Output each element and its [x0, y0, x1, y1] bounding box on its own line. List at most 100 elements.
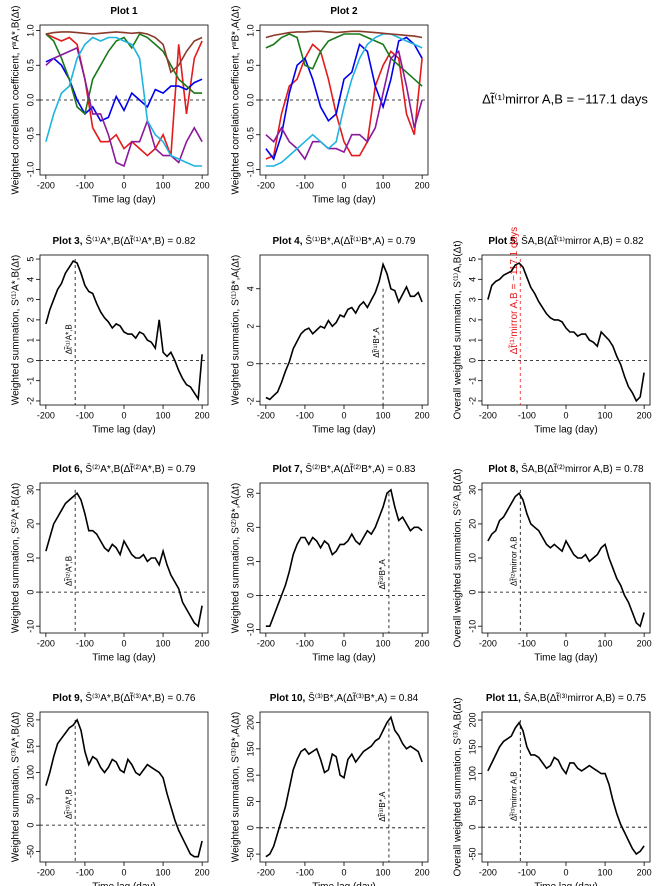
chart-title: Plot 5, S̄A,B(Δt̃⁽¹⁾mirror A,B) = 0.82 — [488, 234, 644, 247]
series-line — [45, 36, 203, 167]
plot-frame — [259, 482, 429, 634]
x-tick-label: -100 — [518, 410, 536, 420]
reference-label: Δt̃⁽¹⁾A*,B — [64, 324, 73, 354]
side-note: Δt̃⁽¹⁾mirror A,B = −117.1 days — [482, 91, 648, 106]
y-tick-label: -0.5 — [25, 127, 35, 143]
y-axis-label: Weighted summation, S⁽¹⁾B*,A(Δt) — [231, 255, 242, 405]
y-tick-label: 4 — [467, 277, 477, 282]
y-tick-label: 2 — [25, 317, 35, 322]
y-tick-label: 20 — [467, 519, 477, 529]
chart-title: Plot 11, S̄A,B(Δt̃⁽³⁾mirror A,B) = 0.75 — [486, 691, 647, 704]
x-tick-label: -200 — [479, 638, 497, 648]
x-tick-label: 0 — [121, 867, 126, 877]
series-line — [45, 33, 203, 157]
series-line — [45, 32, 203, 116]
series-line — [45, 718, 203, 858]
plot-frame — [481, 482, 651, 634]
x-tick-label: 0 — [341, 867, 346, 877]
x-axis-label: Time lag (day) — [312, 653, 376, 664]
x-axis-label: Time lag (day) — [312, 195, 376, 206]
x-tick-label: -200 — [479, 867, 497, 877]
y-tick-label: -1 — [467, 377, 477, 385]
y-tick-label: 50 — [245, 796, 255, 806]
y-tick-label: 50 — [25, 794, 35, 804]
y-axis-label: Overall weighted summation, S⁽¹⁾A,B(Δt) — [453, 241, 464, 420]
y-tick-label: 30 — [467, 485, 477, 495]
title-label: Plot 5, — [488, 236, 518, 247]
series-line — [487, 262, 645, 403]
x-tick-label: -100 — [296, 867, 314, 877]
y-tick-label: 10 — [25, 553, 35, 563]
title-formula: S̄⁽²⁾B*,A(Δt̃⁽²⁾B*,A) = 0.83 — [305, 462, 416, 475]
y-tick-label: -50 — [467, 847, 477, 860]
x-tick-label: 200 — [637, 867, 652, 877]
title-label: Plot 3, — [53, 236, 83, 247]
x-tick-label: 200 — [415, 410, 430, 420]
y-axis-label: Weighted summation, S⁽³⁾A*,B(Δt) — [11, 712, 22, 862]
series-line — [265, 30, 423, 39]
x-tick-label: 100 — [156, 410, 171, 420]
x-tick-label: 200 — [415, 180, 430, 190]
y-tick-label: 0.5 — [25, 59, 35, 72]
y-tick-label: 0 — [25, 358, 35, 363]
y-tick-label: 50 — [467, 795, 477, 805]
y-axis-label: Weighted summation, S⁽²⁾B*,A(Δt) — [231, 483, 242, 633]
y-tick-label: 0 — [245, 825, 255, 830]
series-line — [45, 57, 203, 122]
y-tick-label: 200 — [25, 712, 35, 727]
chart-title: Plot 6, S̄⁽²⁾A*,B(Δt̃⁽²⁾A*,B) = 0.79 — [53, 462, 196, 475]
x-tick-label: -100 — [296, 180, 314, 190]
x-tick-label: -100 — [76, 638, 94, 648]
x-tick-label: 0 — [563, 638, 568, 648]
x-tick-label: 0 — [341, 180, 346, 190]
x-axis-label: Time lag (day) — [92, 425, 156, 436]
x-tick-label: 0 — [341, 638, 346, 648]
y-tick-label: -10 — [467, 620, 477, 633]
y-tick-label: -2 — [25, 397, 35, 405]
series-line — [265, 33, 423, 167]
y-tick-label: 0 — [245, 361, 255, 366]
y-tick-label: 0 — [25, 823, 35, 828]
x-tick-label: -200 — [257, 180, 275, 190]
series-line — [45, 491, 203, 628]
y-tick-label: 1.0 — [245, 24, 255, 37]
chart-title: Plot 9, S̄⁽³⁾A*,B(Δt̃⁽³⁾A*,B) = 0.76 — [53, 691, 196, 704]
y-tick-label: -1 — [25, 377, 35, 385]
y-tick-label: -2 — [245, 397, 255, 405]
y-tick-label: 4 — [25, 277, 35, 282]
title-formula: S̄⁽³⁾B*,A(Δt̃⁽³⁾B*,A) = 0.84 — [308, 691, 419, 704]
series-line — [265, 33, 423, 87]
chart-title: Plot 3, S̄⁽¹⁾A*,B(Δt̃⁽¹⁾A*,B) = 0.82 — [53, 234, 196, 247]
x-axis-label: Time lag (day) — [92, 882, 156, 886]
title-formula: S̄⁽¹⁾A*,B(Δt̃⁽¹⁾A*,B) = 0.82 — [85, 234, 196, 247]
series-line — [45, 260, 203, 402]
chart-title: Plot 10, S̄⁽³⁾B*,A(Δt̃⁽³⁾B*,A) = 0.84 — [270, 691, 419, 704]
y-tick-label: 200 — [245, 715, 255, 730]
y-tick-label: 0.0 — [245, 94, 255, 107]
y-tick-label: 100 — [467, 766, 477, 781]
title-formula: S̄A,B(Δt̃⁽²⁾mirror A,B) = 0.78 — [521, 462, 644, 475]
y-tick-label: 20 — [245, 522, 255, 532]
y-axis-label: Overall weighted summation, S⁽³⁾A,B(Δt) — [453, 698, 464, 877]
x-tick-label: -200 — [37, 180, 55, 190]
x-axis-label: Time lag (day) — [534, 425, 598, 436]
x-tick-label: -200 — [479, 410, 497, 420]
chart-title: Plot 2 — [330, 6, 358, 17]
x-tick-label: 100 — [156, 180, 171, 190]
y-tick-label: 150 — [245, 741, 255, 756]
chart-title: Plot 7, S̄⁽²⁾B*,A(Δt̃⁽²⁾B*,A) = 0.83 — [273, 462, 416, 475]
y-tick-label: 5 — [25, 257, 35, 262]
y-tick-label: -50 — [245, 848, 255, 861]
x-axis-label: Time lag (day) — [534, 882, 598, 886]
y-tick-label: 2 — [467, 317, 477, 322]
y-tick-label: 1 — [467, 338, 477, 343]
series-line — [487, 491, 645, 628]
y-tick-label: 30 — [25, 485, 35, 495]
x-tick-label: 0 — [341, 410, 346, 420]
y-tick-label: 1 — [25, 338, 35, 343]
title-formula: S̄A,B(Δt̃⁽¹⁾mirror A,B) = 0.82 — [521, 234, 644, 247]
y-tick-label: 0 — [467, 590, 477, 595]
x-tick-label: -100 — [76, 867, 94, 877]
reference-label: Δt̃⁽¹⁾B*,A — [372, 327, 381, 358]
x-tick-label: 100 — [156, 638, 171, 648]
